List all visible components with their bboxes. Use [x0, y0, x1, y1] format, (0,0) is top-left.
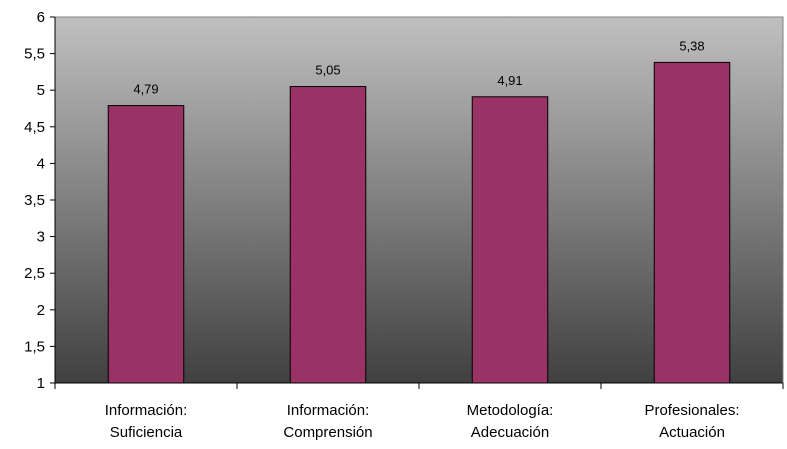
y-tick-label: 1	[37, 375, 45, 392]
x-category-label: Adecuación	[471, 424, 549, 441]
bar	[107, 105, 185, 384]
y-tick-label: 6	[37, 9, 45, 26]
bar-value-label: 4,91	[497, 73, 522, 88]
bar-series	[107, 61, 731, 384]
x-category-label: Profesionales:	[644, 402, 739, 419]
y-tick-label: 2,5	[24, 265, 45, 282]
y-tick-label: 3,5	[24, 192, 45, 209]
x-category-label: Información:	[287, 402, 370, 419]
bar-value-label: 4,79	[133, 82, 158, 97]
y-tick-label: 3	[37, 229, 45, 246]
data-labels: 4,79 5,05 4,91 5,38	[133, 38, 704, 96]
x-category-label: Comprensión	[283, 424, 372, 441]
x-category-label: Actuación	[659, 424, 725, 441]
bar	[653, 61, 731, 384]
x-axis: Información: Suficiencia Información: Compr…	[54, 382, 784, 441]
y-tick-label: 4	[37, 155, 45, 172]
y-tick-label: 5,5	[24, 46, 45, 63]
y-tick-label: 1,5	[24, 338, 45, 355]
y-axis: 1 1,5 2 2,5 3 3,5 4 4,5 5 5,5 6	[24, 9, 56, 392]
x-category-label: Suficiencia	[110, 424, 183, 441]
bar	[289, 86, 367, 384]
y-tick-label: 2	[37, 302, 45, 319]
y-tick-label: 5	[37, 82, 45, 99]
x-category-label: Metodología:	[467, 402, 554, 419]
y-tick-label: 4,5	[24, 119, 45, 136]
x-category-label: Información:	[105, 402, 188, 419]
bar	[471, 96, 549, 384]
bar-value-label: 5,05	[315, 63, 340, 78]
bar-value-label: 5,38	[679, 38, 704, 53]
